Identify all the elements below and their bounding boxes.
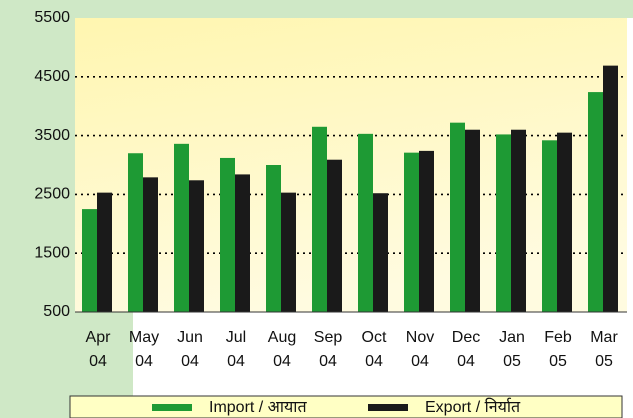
- bar: [542, 140, 557, 312]
- bar: [373, 193, 388, 312]
- x-tick-label: Jan 05: [499, 329, 525, 370]
- x-tick-label: Jul 04: [226, 329, 246, 370]
- legend-swatch: [152, 404, 192, 411]
- bar: [312, 126, 327, 312]
- bar: [496, 134, 511, 312]
- legend-label: Export / निर्यात: [425, 397, 521, 416]
- bar: [419, 150, 434, 312]
- x-tick-label: Nov 04: [406, 329, 434, 370]
- bar: [266, 165, 281, 312]
- y-tick-label: 3500: [34, 127, 70, 144]
- y-tick-label: 2500: [34, 186, 70, 203]
- bar: [128, 153, 143, 312]
- x-tick-label: Aug 04: [268, 329, 296, 370]
- x-tick-label: Feb 05: [544, 329, 572, 370]
- bar: [450, 122, 465, 312]
- y-tick-label: 500: [43, 303, 70, 320]
- x-tick-label: Jun 04: [177, 329, 203, 370]
- bar: [97, 192, 112, 312]
- top-band: [133, 0, 633, 18]
- bar: [603, 65, 618, 313]
- bar: [189, 180, 204, 312]
- x-tick-label: Sep 04: [314, 329, 343, 370]
- x-tick-label: Mar 05: [590, 329, 618, 370]
- bar: [235, 174, 250, 312]
- x-tick-label: Apr 04: [86, 329, 112, 370]
- x-tick-label: Oct 04: [362, 329, 387, 370]
- legend-label: Import / आयात: [209, 399, 307, 416]
- bar: [404, 152, 419, 312]
- bar: [465, 129, 480, 312]
- legend-swatch: [368, 404, 408, 411]
- bar: [511, 129, 526, 312]
- bar: [143, 177, 158, 312]
- plot-area: [75, 18, 627, 312]
- bar: [220, 157, 235, 312]
- bar: [82, 209, 97, 312]
- bar: [557, 132, 572, 312]
- bar: [358, 133, 373, 312]
- bar: [588, 92, 603, 312]
- y-tick-label: 4500: [34, 68, 70, 85]
- bar: [174, 143, 189, 312]
- bar: [327, 159, 342, 312]
- y-tick-label: 5500: [34, 9, 70, 26]
- x-tick-label: May 04: [129, 329, 159, 370]
- y-tick-label: 1500: [34, 244, 70, 261]
- x-tick-label: Dec 04: [452, 329, 480, 370]
- bar: [281, 192, 296, 312]
- legend-box: [69, 395, 623, 418]
